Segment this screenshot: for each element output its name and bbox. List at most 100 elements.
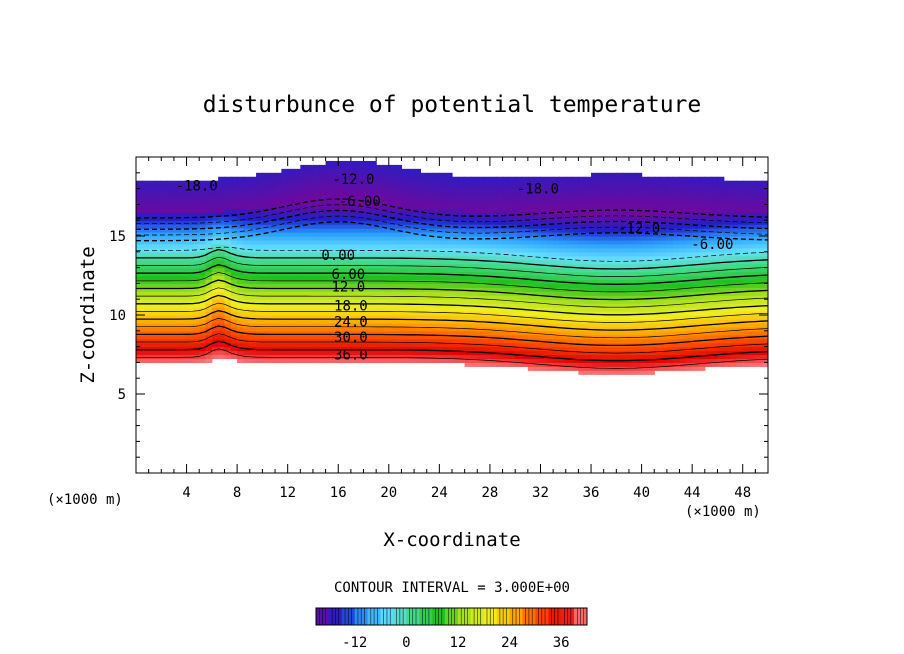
field-cell xyxy=(154,354,162,360)
field-cell xyxy=(527,192,535,198)
field-cell xyxy=(414,172,421,178)
field-cell xyxy=(470,232,478,237)
field-cell xyxy=(647,330,655,336)
field-cell xyxy=(148,267,156,273)
field-cell xyxy=(635,239,643,245)
field-cell xyxy=(660,251,668,257)
field-cell xyxy=(357,212,365,217)
field-cell xyxy=(591,172,598,178)
field-cell xyxy=(572,192,579,198)
field-cell xyxy=(281,303,289,308)
field-cell xyxy=(433,315,440,320)
field-cell xyxy=(363,342,371,348)
field-cell xyxy=(167,295,175,300)
field-cell xyxy=(508,318,516,324)
field-cell xyxy=(439,350,447,356)
field-cell xyxy=(350,342,358,348)
field-cell xyxy=(673,330,681,336)
contour-line xyxy=(136,348,768,369)
field-cell xyxy=(470,299,478,304)
field-cell xyxy=(211,232,219,237)
field-cell xyxy=(420,267,428,273)
field-cell xyxy=(312,307,320,312)
field-cell xyxy=(591,176,598,182)
field-cell xyxy=(717,346,725,352)
field-cell xyxy=(610,232,617,237)
field-cell xyxy=(654,228,662,233)
field-cell xyxy=(249,283,257,288)
field-cell xyxy=(344,228,352,233)
field-cell xyxy=(395,279,403,284)
field-cell xyxy=(369,208,377,213)
field-cell xyxy=(477,299,485,304)
field-cell xyxy=(559,318,567,324)
field-cell xyxy=(717,303,725,308)
field-cell xyxy=(654,295,662,300)
field-cell xyxy=(527,342,535,348)
field-cell xyxy=(654,358,662,363)
field-cell xyxy=(660,346,668,352)
field-cell xyxy=(584,279,592,284)
field-cell xyxy=(635,338,643,344)
field-cell xyxy=(300,180,308,186)
field-cell xyxy=(230,180,238,186)
field-cell xyxy=(237,283,245,288)
field-cell xyxy=(338,291,346,296)
field-cell xyxy=(300,311,308,316)
field-cell xyxy=(237,247,245,253)
field-cell xyxy=(736,224,744,229)
field-cell xyxy=(275,311,282,316)
field-cell xyxy=(186,232,194,237)
field-cell xyxy=(395,350,403,356)
field-cell xyxy=(256,295,263,300)
field-cell xyxy=(161,212,169,217)
field-cell xyxy=(666,322,674,328)
field-cell xyxy=(154,307,162,312)
field-cell xyxy=(306,350,314,356)
field-cell xyxy=(553,307,561,312)
field-cell xyxy=(192,279,200,284)
field-cell xyxy=(186,358,194,363)
field-cell xyxy=(452,247,459,253)
field-cell xyxy=(483,200,491,205)
field-cell xyxy=(294,283,301,288)
field-cell xyxy=(350,307,358,312)
field-cell xyxy=(338,287,346,292)
field-cell xyxy=(553,232,561,237)
field-cell xyxy=(350,334,358,340)
field-cell xyxy=(395,291,403,296)
field-cell xyxy=(553,180,561,186)
field-cell xyxy=(470,192,478,198)
field-cell xyxy=(205,224,213,229)
field-cell xyxy=(142,287,150,292)
field-cell xyxy=(376,192,384,198)
field-cell xyxy=(477,208,485,213)
field-cell xyxy=(363,318,371,324)
field-cell xyxy=(584,366,592,371)
field-cell xyxy=(136,283,143,288)
field-cell xyxy=(205,196,213,202)
field-cell xyxy=(489,232,497,237)
field-cell xyxy=(749,251,756,257)
field-cell xyxy=(136,232,143,237)
field-cell xyxy=(300,232,308,237)
field-cell xyxy=(148,259,156,265)
field-cell xyxy=(711,303,719,308)
field-cell xyxy=(173,299,181,304)
field-cell xyxy=(628,236,636,241)
field-cell xyxy=(622,295,630,300)
field-cell xyxy=(654,243,662,249)
field-cell xyxy=(565,291,573,296)
field-cell xyxy=(142,239,150,245)
field-cell xyxy=(508,350,516,356)
field-cell xyxy=(666,180,674,186)
field-cell xyxy=(363,184,371,190)
field-cell xyxy=(470,216,478,221)
field-cell xyxy=(388,315,396,320)
field-cell xyxy=(319,330,327,336)
field-cell xyxy=(521,247,529,253)
field-cell xyxy=(224,251,232,257)
field-cell xyxy=(736,303,744,308)
field-cell xyxy=(730,275,737,281)
field-cell xyxy=(439,263,447,269)
